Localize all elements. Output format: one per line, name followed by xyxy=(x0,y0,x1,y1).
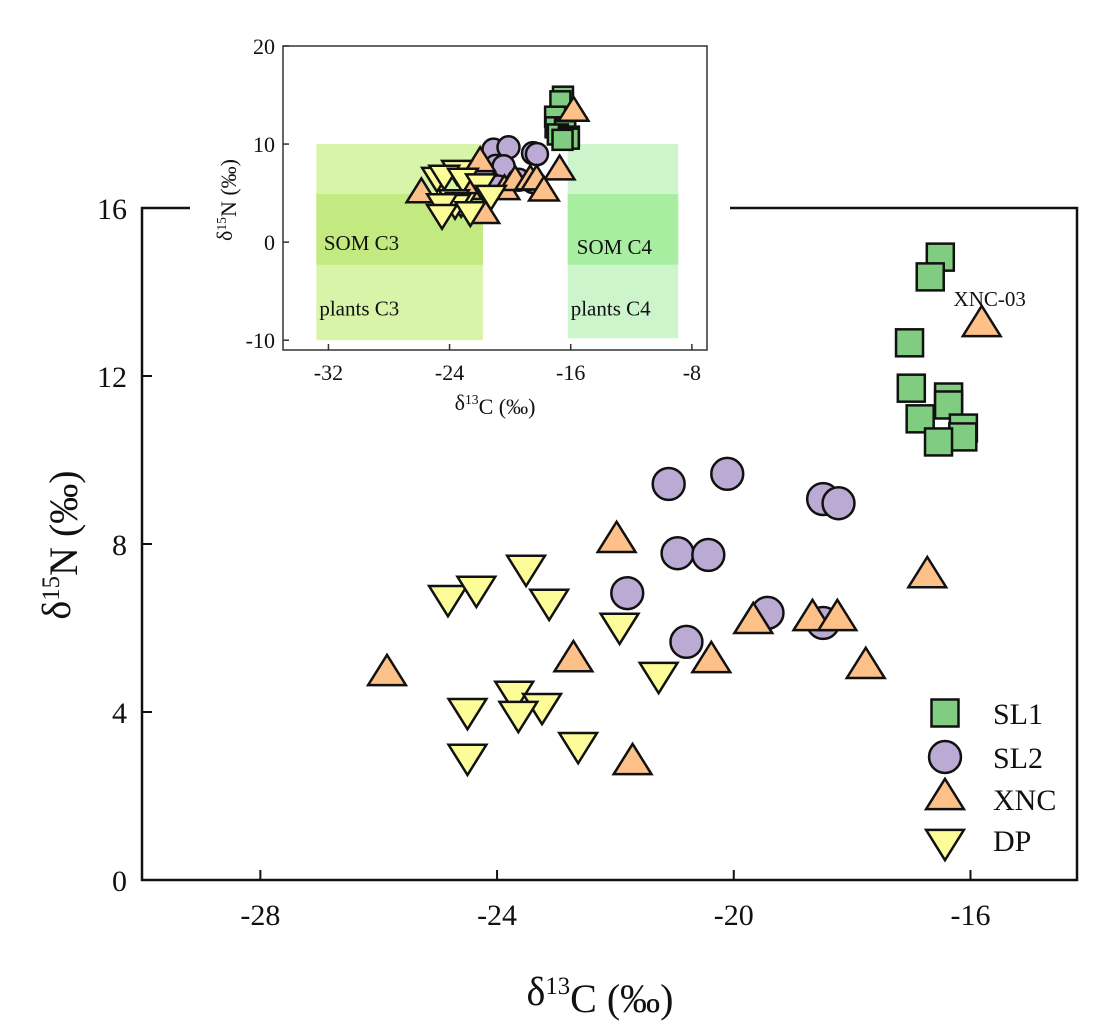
dp-point xyxy=(637,661,680,696)
inset-x-axis-label: δ13C (‰) xyxy=(455,390,536,419)
x-axis-label-base: δ xyxy=(527,969,546,1014)
sl1-point xyxy=(894,328,925,358)
y-tick-label: 12 xyxy=(97,361,127,394)
sl1-point xyxy=(905,404,935,434)
legend-marker-sl1 xyxy=(930,698,960,728)
inset-y-tick-label: 10 xyxy=(253,132,275,157)
inset-dp-point xyxy=(453,200,488,229)
dp-point xyxy=(598,612,641,647)
dp-point xyxy=(527,588,571,623)
sl1-point xyxy=(948,422,978,452)
inset-xnc-point xyxy=(463,144,498,173)
y-axis-label-rest: N (‰) xyxy=(41,470,86,576)
legend-label-sl2: SL2 xyxy=(993,742,1043,775)
dp-point xyxy=(497,700,540,735)
xnc-point xyxy=(906,554,949,589)
y-axis-label: δ15N (‰) xyxy=(34,470,86,619)
sl2-point xyxy=(610,575,645,611)
x-tick-label: -20 xyxy=(714,899,754,932)
xnc-point xyxy=(844,645,887,680)
legend-label-xnc: XNC xyxy=(993,784,1056,817)
xnc-point xyxy=(365,652,409,687)
inset-sl1-point xyxy=(551,128,574,152)
sl2-point xyxy=(660,536,695,571)
x-axis-label-sup: 13 xyxy=(545,973,570,1000)
sl1-point xyxy=(915,262,945,292)
dp-point xyxy=(446,697,489,732)
dp-point xyxy=(426,584,470,619)
region-label: SOM C4 xyxy=(577,235,653,259)
dp-point xyxy=(556,731,600,766)
inset-x-tick-label: -32 xyxy=(314,360,343,385)
inset-plot-frame xyxy=(282,45,708,351)
annotation-xnc-03: XNC-03 xyxy=(954,287,1026,311)
dp-point xyxy=(504,554,548,589)
x-axis-label-rest: C (‰) xyxy=(570,976,673,1021)
sl2-point xyxy=(821,486,856,521)
inset-y-axis-label: δ15N (‰) xyxy=(212,159,241,241)
inset-xnc-point xyxy=(542,153,577,181)
sl2-point xyxy=(669,624,704,660)
sl2-point xyxy=(651,466,686,502)
xnc-point xyxy=(960,303,1003,338)
sl2-point xyxy=(710,456,745,492)
inset-x-axis-label-sup: 13 xyxy=(465,392,479,407)
xnc-point xyxy=(690,639,733,674)
inset-y-tick-label: -10 xyxy=(246,328,275,353)
xnc-point xyxy=(611,741,654,776)
inset-y-axis-label-base: δ xyxy=(212,231,237,241)
inset-x-tick-label: -8 xyxy=(683,360,701,385)
region-label: plants C3 xyxy=(319,297,399,321)
legend-label-dp: DP xyxy=(993,825,1031,858)
x-tick-label: -16 xyxy=(950,899,990,932)
inset-dp-point xyxy=(473,184,509,212)
inset-x-tick-label: -24 xyxy=(435,360,464,385)
inset-dp-point xyxy=(424,203,460,232)
xnc-point xyxy=(816,597,859,632)
sl2-point xyxy=(691,537,726,573)
x-axis-label: δ13C (‰) xyxy=(527,969,674,1021)
inset-x-axis-label-rest: C (‰) xyxy=(479,394,536,419)
x-tick-label: -24 xyxy=(477,899,517,932)
inset-plot: plants C3 SOM C3 plants C4 SOM C4 -32 -24 -16 -… xyxy=(190,0,730,420)
region-label: SOM C3 xyxy=(324,231,399,255)
inset-x-axis-label-base: δ xyxy=(455,390,465,415)
inset-y-tick-label: 20 xyxy=(253,34,275,59)
y-tick-label: 4 xyxy=(112,697,127,730)
xnc-point xyxy=(732,600,775,635)
dp-point xyxy=(446,743,489,778)
legend-marker-dp xyxy=(923,828,967,863)
legend-marker-sl2 xyxy=(927,739,963,775)
inset-y-axis-label-rest: N (‰) xyxy=(216,159,241,217)
y-axis-label-base: δ xyxy=(34,601,79,620)
y-tick-label: 16 xyxy=(97,193,127,226)
inset-xnc-point xyxy=(526,174,562,202)
dp-point xyxy=(455,575,498,610)
y-axis-label-sup: 15 xyxy=(38,576,65,601)
inset-xnc-point xyxy=(556,94,591,122)
region-som-c4 xyxy=(567,194,679,265)
y-tick-label: 0 xyxy=(112,865,127,898)
inset-y-axis-label-sup: 15 xyxy=(214,217,229,231)
xnc-point xyxy=(595,519,638,554)
legend-marker-xnc xyxy=(923,776,967,811)
inset-sl2-point xyxy=(524,141,550,167)
sl1-point xyxy=(923,427,954,457)
y-tick-label: 8 xyxy=(112,529,127,562)
legend-label-sl1: SL1 xyxy=(993,698,1043,731)
inset-y-tick-label: 0 xyxy=(264,230,275,255)
region-label: plants C4 xyxy=(571,297,651,321)
xnc-point xyxy=(552,638,595,673)
inset-x-tick-label: -16 xyxy=(556,360,585,385)
sl1-point xyxy=(896,373,927,403)
x-tick-label: -28 xyxy=(240,899,280,932)
